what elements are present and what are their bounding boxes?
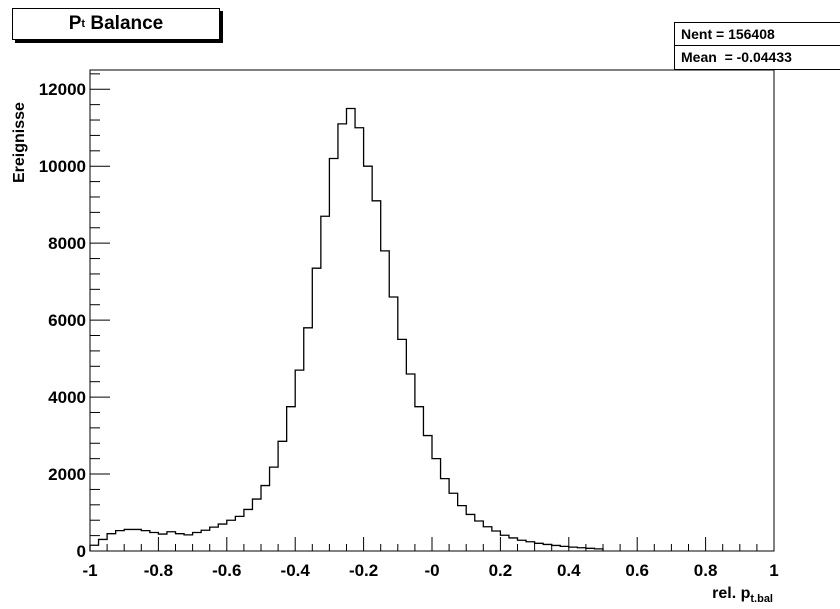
x-tick-label: -0.4 [281, 561, 311, 580]
y-tick-label: 12000 [39, 80, 86, 99]
x-tick-label: -0.2 [349, 561, 378, 580]
stats-mean: Mean = -0.04433 [681, 49, 792, 65]
histogram-outline [89, 107, 604, 551]
x-tick-label: -0 [424, 561, 439, 580]
y-tick-label: 4000 [48, 388, 86, 407]
stats-box: Nent = 156408 Mean = -0.04433 [674, 22, 840, 70]
x-axis-label: rel. pt.bal [712, 585, 773, 605]
stats-entries: Nent = 156408 [675, 23, 840, 46]
y-tick-label: 10000 [39, 157, 86, 176]
y-tick-label: 0 [77, 542, 86, 561]
x-tick-label: 0.8 [694, 561, 718, 580]
y-axis-ticks: 0 2000 4000 6000 8000 10000 12000 [39, 73, 110, 561]
x-axis-ticks: -1 -0.8 -0.6 -0.4 -0.2 -0 0.2 0.4 0.6 0.8 1 [82, 537, 779, 580]
x-tick-label: 0.6 [625, 561, 649, 580]
x-tick-label: 0.2 [489, 561, 513, 580]
x-tick-label: -0.6 [212, 561, 241, 580]
y-tick-label: 8000 [48, 234, 86, 253]
plot-frame [89, 69, 775, 552]
x-tick-label: 0.4 [557, 561, 581, 580]
y-tick-label: 2000 [48, 465, 86, 484]
x-tick-label: -1 [82, 561, 97, 580]
x-tick-label: 1 [769, 561, 778, 580]
y-axis-label: Ereignisse [11, 102, 28, 183]
y-tick-label: 6000 [48, 311, 86, 330]
x-tick-label: -0.8 [144, 561, 173, 580]
